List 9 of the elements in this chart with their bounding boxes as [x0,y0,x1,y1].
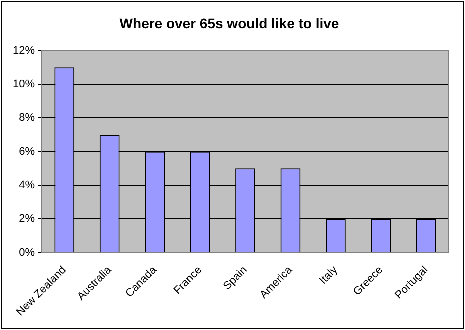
chart-title: Where over 65s would like to live [120,15,340,32]
y-tick-label: 2% [19,213,36,226]
y-tick-label: 10% [12,78,36,91]
y-tick-label: 6% [19,146,36,158]
x-tick-label: Italy [317,264,341,288]
y-tick-label: 8% [19,112,36,124]
y-tick-label: 12% [12,44,36,57]
y-tick-label: 4% [19,180,36,192]
y-tick-label: 0% [19,246,36,259]
